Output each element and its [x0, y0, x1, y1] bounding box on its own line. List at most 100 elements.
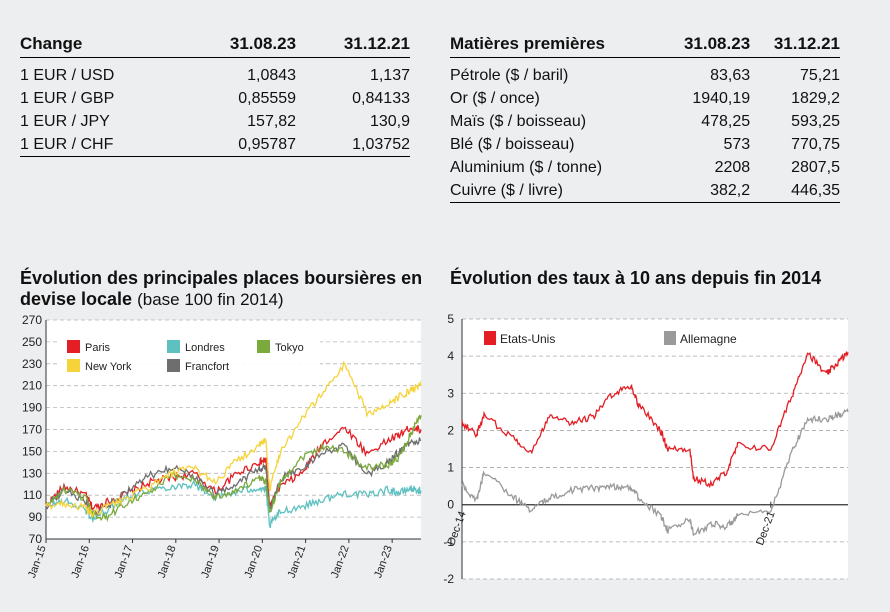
- legend: Paris Londres Tokyo New York Francfort: [60, 330, 320, 378]
- table-row: 1 EUR / CHF 0,95787 1,03752: [20, 133, 410, 157]
- fx-pair: 1 EUR / GBP: [20, 90, 115, 107]
- table-row: 1 EUR / USD 1,0843 1,137: [20, 64, 410, 87]
- commodities-header-date-1: 31.08.23: [660, 34, 751, 58]
- legend-swatch: [484, 331, 496, 345]
- commodities-header-date-2: 31.12.21: [750, 34, 840, 58]
- y-tick-label: 3: [447, 386, 454, 400]
- y-tick-label: 170: [22, 423, 42, 437]
- y-tick-label: 110: [23, 488, 42, 502]
- legend-label: Allemagne: [680, 332, 737, 346]
- legend-swatch: [67, 340, 80, 353]
- stock-index-chart: 70 90 110 130 150 170 190 210 230 250 270 Jan-15 Jan…: [22, 313, 422, 580]
- commodity-value-1: 573: [723, 136, 751, 153]
- y-tick-label: 70: [29, 532, 43, 546]
- fx-value-1: 0,85559: [238, 90, 297, 107]
- fx-value-2: 130,9: [369, 113, 410, 130]
- commodity-value-1: 1940,19: [692, 90, 751, 107]
- table-row: Pétrole ($ / baril) 83,63 75,21: [450, 64, 840, 87]
- y-tick-label: 0: [447, 498, 454, 512]
- fx-table: Change 31.08.23 31.12.21 1 EUR / USD 1,0…: [20, 34, 410, 157]
- y-tick-label: 90: [29, 510, 43, 524]
- y-tick-label: 210: [22, 379, 42, 393]
- legend-swatch: [167, 359, 180, 372]
- commodity-value-2: 2807,5: [791, 159, 840, 176]
- commodity-value-2: 593,25: [791, 113, 840, 130]
- y-tick-label: 1: [447, 461, 454, 475]
- commodity-value-1: 382,2: [660, 179, 751, 203]
- x-tick-label: Jan-20: [242, 544, 265, 580]
- table-row: Blé ($ / boisseau) 573 770,75: [450, 133, 840, 156]
- series-line-paris: [45, 425, 422, 511]
- plot-area: [462, 319, 848, 579]
- fx-pair: 1 EUR / JPY: [20, 113, 110, 130]
- commodities-header-label: Matières premières: [450, 34, 661, 58]
- commodity-name: Maïs ($ / boisseau): [450, 113, 587, 130]
- series-line-etats-unis: [461, 351, 849, 489]
- y-tick-label: 270: [22, 313, 42, 327]
- commodity-value-1: 478,25: [701, 113, 751, 130]
- legend-swatch: [67, 359, 80, 372]
- fx-value-1: 1,0843: [247, 67, 297, 84]
- legend-swatch: [257, 340, 270, 353]
- commodity-name: Or ($ / once): [450, 90, 540, 107]
- fx-value-1: 157,82: [247, 113, 297, 130]
- rates-chart-title: Évolution des taux à 10 ans depuis fin 2…: [450, 268, 822, 288]
- legend-label: Londres: [185, 342, 225, 354]
- fx-value-2: 1,03752: [296, 133, 410, 157]
- fx-table-header: Change 31.08.23 31.12.21: [20, 34, 410, 58]
- legend-label: Etats-Unis: [500, 332, 555, 346]
- y-tick-label: 2: [447, 423, 454, 437]
- commodity-name: Blé ($ / boisseau): [450, 136, 575, 153]
- fx-value-2: 1,137: [369, 67, 410, 84]
- legend-swatch: [664, 331, 676, 345]
- x-tick-label: Jan-16: [69, 544, 92, 580]
- fx-value-2: 0,84133: [352, 90, 410, 107]
- stock-chart-subtitle: (base 100 fin 2014): [137, 290, 284, 309]
- fx-header-date-2: 31.12.21: [296, 34, 410, 58]
- series-line-londres: [45, 479, 422, 529]
- table-row: Maïs ($ / boisseau) 478,25 593,25: [450, 110, 840, 133]
- y-tick-label: -1: [443, 535, 454, 549]
- commodity-name: Pétrole ($ / baril): [450, 67, 569, 84]
- commodities-table: Matières premières 31.08.23 31.12.21 Pét…: [450, 34, 840, 203]
- stock-chart-title-text: Évolution des principales places boursiè…: [20, 268, 423, 309]
- table-row: Aluminium ($ / tonne) 2208 2807,5: [450, 156, 840, 179]
- x-tick-label: Jan-21: [286, 544, 309, 580]
- legend-label: New York: [85, 361, 132, 373]
- fx-value-1: 0,95787: [182, 133, 297, 157]
- series-line-tokyo: [45, 414, 422, 523]
- commodity-name: Cuivre ($ / livre): [450, 179, 661, 203]
- commodity-value-1: 83,63: [710, 67, 751, 84]
- series-line-new-york: [45, 360, 422, 518]
- legend-label: Francfort: [185, 361, 229, 373]
- y-tick-label: 150: [22, 444, 42, 458]
- x-tick-label: Jan-19: [199, 544, 222, 580]
- x-tick-label: Jan-17: [113, 544, 136, 580]
- series-line-allemagne: [461, 407, 849, 536]
- y-tick-label: -2: [443, 572, 454, 586]
- y-tick-label: 230: [22, 357, 42, 371]
- y-tick-label: 190: [22, 401, 42, 415]
- commodity-value-1: 2208: [714, 159, 751, 176]
- legend-label: Paris: [85, 342, 111, 354]
- x-tick-label: Jan-23: [372, 544, 395, 580]
- table-row: Cuivre ($ / livre) 382,2 446,35: [450, 179, 840, 203]
- fx-header-label: Change: [20, 34, 183, 58]
- y-tick-label: 4: [447, 349, 454, 363]
- legend-swatch: [167, 340, 180, 353]
- legend-background: [60, 330, 320, 378]
- table-row: 1 EUR / GBP 0,85559 0,84133: [20, 87, 410, 110]
- fx-pair: 1 EUR / USD: [20, 67, 115, 84]
- commodity-name: Aluminium ($ / tonne): [450, 159, 603, 176]
- y-tick-label: 250: [22, 335, 42, 349]
- x-tick-label: Jan-18: [156, 544, 179, 580]
- table-row: 1 EUR / JPY 157,82 130,9: [20, 110, 410, 133]
- commodity-value-2: 75,21: [799, 67, 840, 84]
- x-tick-label: Jan-22: [329, 544, 352, 580]
- y-tick-label: 5: [447, 312, 454, 326]
- commodities-table-header: Matières premières 31.08.23 31.12.21: [450, 34, 840, 58]
- fx-header-date-1: 31.08.23: [182, 34, 297, 58]
- y-tick-label: 130: [22, 466, 42, 480]
- legend: Etats-Unis Allemagne: [484, 331, 737, 346]
